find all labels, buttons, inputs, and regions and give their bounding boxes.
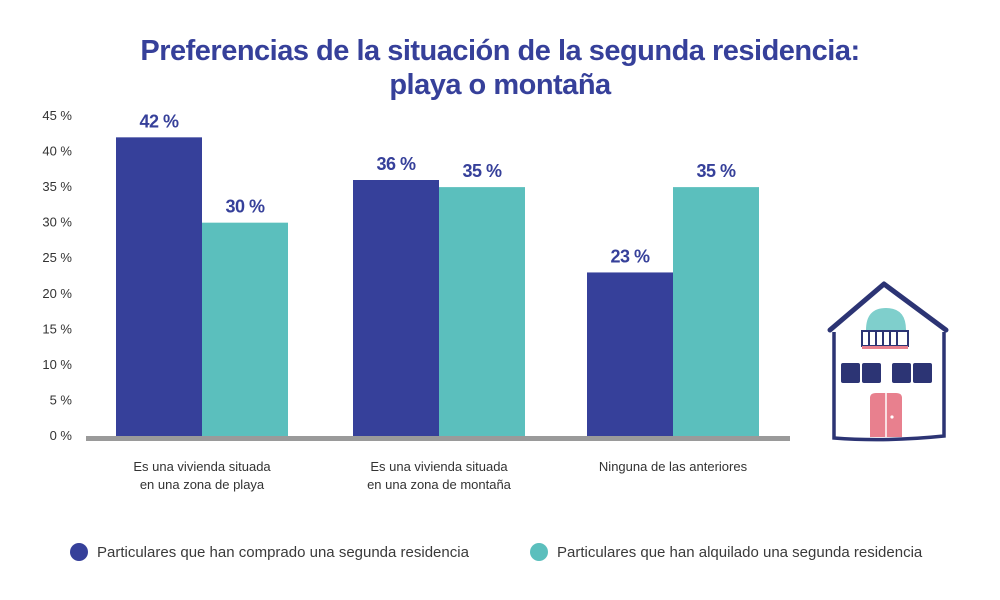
data-label: 35 % bbox=[696, 161, 736, 181]
legend-swatch-bought bbox=[70, 543, 88, 561]
y-tick-label: 30 % bbox=[42, 215, 72, 230]
bar-rented bbox=[439, 187, 525, 436]
category-label: Es una vivienda situada bbox=[370, 459, 508, 474]
legend-item-rented: Particulares que han alquilado una segun… bbox=[530, 540, 922, 564]
legend-label-bought: Particulares que han comprado una segund… bbox=[97, 543, 469, 561]
data-label: 42 % bbox=[139, 111, 179, 131]
category-label: en una zona de playa bbox=[140, 477, 265, 492]
data-label: 36 % bbox=[376, 154, 416, 174]
house-window-4 bbox=[913, 363, 932, 383]
y-tick-label: 10 % bbox=[42, 357, 72, 372]
data-label: 35 % bbox=[462, 161, 502, 181]
data-label: 30 % bbox=[225, 197, 265, 217]
bar-bought bbox=[587, 272, 673, 436]
legend-item-bought: Particulares que han comprado una segund… bbox=[70, 540, 469, 564]
legend-swatch-rented bbox=[530, 543, 548, 561]
y-tick-label: 40 % bbox=[42, 144, 72, 159]
house-window-2 bbox=[862, 363, 881, 383]
y-tick-label: 35 % bbox=[42, 179, 72, 194]
house-dome bbox=[866, 308, 906, 330]
y-tick-label: 45 % bbox=[42, 108, 72, 123]
house-icon bbox=[827, 281, 949, 442]
chart-title-line-2: playa o montaña bbox=[389, 69, 611, 101]
x-axis-line bbox=[86, 436, 790, 441]
chart-title-line-1: Preferencias de la situación de la segun… bbox=[140, 35, 860, 67]
bar-rented bbox=[673, 187, 759, 436]
legend-label-rented: Particulares que han alquilado una segun… bbox=[557, 543, 923, 561]
y-tick-label: 20 % bbox=[42, 286, 72, 301]
y-tick-label: 5 % bbox=[50, 392, 73, 407]
category-label: Es una vivienda situada bbox=[133, 459, 271, 474]
house-roof bbox=[827, 281, 949, 333]
bar-bought bbox=[116, 137, 202, 437]
bar-bought bbox=[353, 180, 439, 436]
y-tick-label: 25 % bbox=[42, 250, 72, 265]
y-tick-label: 0 % bbox=[50, 428, 73, 443]
house-balcony-base bbox=[862, 346, 908, 349]
y-tick-label: 15 % bbox=[42, 321, 72, 336]
bar-rented bbox=[202, 222, 288, 436]
chart-title: Preferencias de la situación de la segun… bbox=[0, 34, 1000, 102]
house-window-3 bbox=[892, 363, 911, 383]
house-wall bbox=[832, 332, 946, 442]
data-label: 23 % bbox=[610, 246, 650, 266]
category-label: en una zona de montaña bbox=[367, 477, 512, 492]
category-label: Ninguna de las anteriores bbox=[599, 459, 748, 474]
house-window-1 bbox=[841, 363, 860, 383]
